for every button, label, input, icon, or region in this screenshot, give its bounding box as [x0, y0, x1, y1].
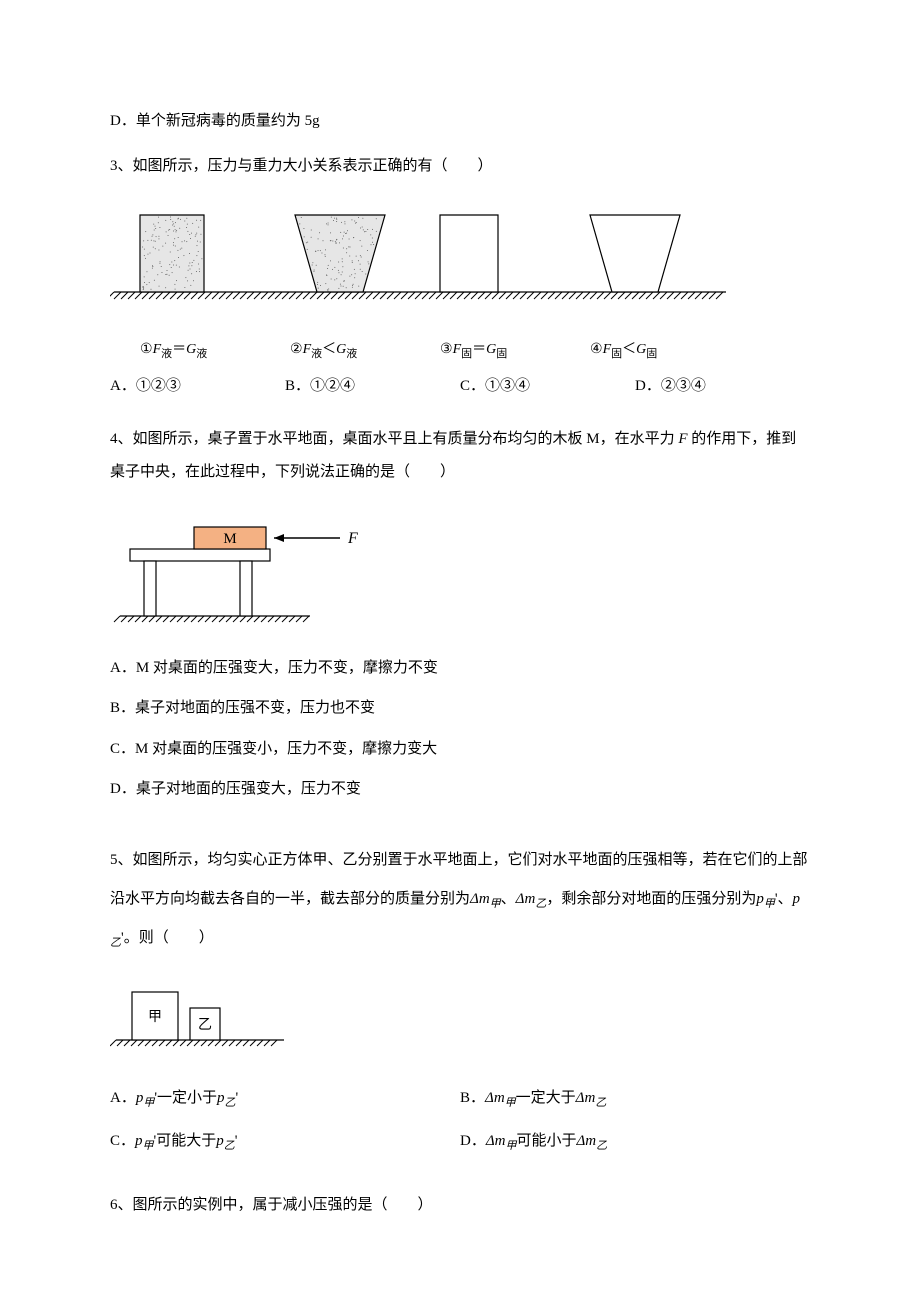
q5-b-mid: 一定大于	[516, 1090, 576, 1106]
q5-b-m2sub: 乙	[595, 1097, 606, 1109]
svg-text:乙: 乙	[198, 1017, 212, 1033]
q3-opt-b-text: B．①②④	[285, 378, 355, 394]
q5-b-m2: Δm乙	[576, 1090, 607, 1106]
q4-opt-b-text: B．桌子对地面的压强不变，压力也不变	[110, 700, 375, 716]
q3-opt-d[interactable]: D．②③④	[635, 375, 810, 398]
q4-opt-b[interactable]: B．桌子对地面的压强不变，压力也不变	[110, 697, 810, 720]
q4-stem-text: 4、如图所示，桌子置于水平地面，桌面水平且上有质量分布均匀的木板 M，在水平力 …	[110, 431, 796, 480]
q3-svg	[110, 197, 730, 327]
q5-b-m1: Δm甲	[485, 1090, 516, 1106]
q5-a-post: '	[236, 1090, 239, 1106]
q5-p-jia-sub: 甲	[764, 898, 775, 910]
q5-p-jia-sym: p	[756, 891, 764, 907]
q3-figure	[110, 197, 810, 335]
q5-d-m2sub: 乙	[596, 1140, 607, 1152]
q3-options: A．①②③ B．①②④ C．①③④ D．②③④	[110, 375, 810, 398]
q5-c-p1s: p	[135, 1133, 143, 1149]
q5-dm-yi: Δm乙	[516, 891, 547, 907]
q5-mid1: 、	[501, 891, 516, 907]
q3-label-3: ③F固＝G固	[440, 339, 507, 362]
q5-a-mid: '一定小于	[154, 1090, 217, 1106]
q5-d-m1: Δm甲	[486, 1133, 517, 1149]
q3-opt-c[interactable]: C．①③④	[460, 375, 635, 398]
q5-p-yi-sym: p	[793, 891, 801, 907]
q5-a-p2sub: 乙	[225, 1097, 236, 1109]
q5-stem: 5、如图所示，均匀实心正方体甲、乙分别置于水平地面上，它们对水平地面的压强相等，…	[110, 841, 810, 958]
q5-d-pre: D．	[460, 1133, 486, 1149]
q3-label-4: ④F固＜G固	[590, 339, 657, 362]
q5-c-p1sub: 甲	[143, 1140, 154, 1152]
q5-b-m1sub: 甲	[505, 1097, 516, 1109]
q3-label-2: ②F液＜G液	[290, 339, 357, 362]
q3-opt-a[interactable]: A．①②③	[110, 375, 285, 398]
q4-opt-a[interactable]: A．M 对桌面的压强变大，压力不变，摩擦力不变	[110, 657, 810, 680]
q6-stem: 6、图所示的实例中，属于减小压强的是（ ）	[110, 1194, 810, 1217]
q5-a-pre: A．	[110, 1090, 136, 1106]
q5-dm-yi-sub: 乙	[535, 898, 546, 910]
q5-p-jia: p甲	[756, 891, 775, 907]
q4-stem: 4、如图所示，桌子置于水平地面，桌面水平且上有质量分布均匀的木板 M，在水平力 …	[110, 423, 810, 489]
q3-stem: 3、如图所示，压力与重力大小关系表示正确的有（ ）	[110, 155, 810, 178]
q5-options: A．p甲'一定小于p乙' B．Δm甲一定大于Δm乙 C．p甲'可能大于p乙' D…	[110, 1087, 810, 1172]
q6-stem-text: 6、图所示的实例中，属于减小压强的是（ ）	[110, 1197, 433, 1213]
q5-d-mid: 可能小于	[516, 1133, 576, 1149]
q5-opt-d[interactable]: D．Δm甲可能小于Δm乙	[460, 1130, 810, 1155]
q5-figure: 甲乙	[110, 978, 810, 1066]
q5-c-p2sub: 乙	[224, 1140, 235, 1152]
q5-d-m1sub: 甲	[505, 1140, 516, 1152]
q4-opt-c-text: C．M 对桌面的压强变小，压力不变，摩擦力变大	[110, 741, 437, 757]
q5-dm-jia-sub: 甲	[490, 898, 501, 910]
q5-d-m1s: Δm	[486, 1133, 506, 1149]
q5-opt-a[interactable]: A．p甲'一定小于p乙'	[110, 1087, 460, 1112]
q3-opt-c-text: C．①③④	[460, 378, 530, 394]
q5-p-yi-sub: 乙	[110, 937, 121, 949]
q4-opt-d-text: D．桌子对地面的压强变大，压力不变	[110, 781, 361, 797]
q5-c-p1: p甲	[135, 1133, 154, 1149]
q5-c-p2s: p	[216, 1133, 224, 1149]
q5-c-post: '	[235, 1133, 238, 1149]
q5-c-pre: C．	[110, 1133, 135, 1149]
q5-end: 。则（ ）	[124, 930, 214, 946]
q5-mid2: ，剩余部分对地面的压强分别为	[546, 891, 756, 907]
q3-opt-a-text: A．①②③	[110, 378, 181, 394]
q3-opt-d-text: D．②③④	[635, 378, 706, 394]
q2-option-d: D．单个新冠病毒的质量约为 5g	[110, 110, 810, 133]
q5-b-m2s: Δm	[576, 1090, 596, 1106]
q5-a-p2s: p	[217, 1090, 225, 1106]
q5-opt-c[interactable]: C．p甲'可能大于p乙'	[110, 1130, 460, 1155]
q5-d-m2s: Δm	[577, 1133, 597, 1149]
q4-opt-a-text: A．M 对桌面的压强变大，压力不变，摩擦力不变	[110, 660, 438, 676]
q4-svg: MF	[110, 509, 370, 629]
q5-b-pre: B．	[460, 1090, 485, 1106]
q5-c-mid: '可能大于	[154, 1133, 217, 1149]
q5-a-p1: p甲	[136, 1090, 155, 1106]
q2-optD-text: D．单个新冠病毒的质量约为 5g	[110, 113, 320, 129]
q5-c-p2: p乙	[216, 1133, 235, 1149]
q5-dm-jia-sym: Δm	[470, 891, 490, 907]
q5-b-m1s: Δm	[485, 1090, 505, 1106]
q5-a-p2: p乙	[217, 1090, 236, 1106]
q5-opt-b[interactable]: B．Δm甲一定大于Δm乙	[460, 1087, 810, 1112]
q5-dm-jia: Δm甲	[470, 891, 501, 907]
svg-text:F: F	[347, 530, 358, 547]
q5-a-p1sub: 甲	[143, 1097, 154, 1109]
q5-d-m2: Δm乙	[577, 1133, 608, 1149]
q3-stem-text: 3、如图所示，压力与重力大小关系表示正确的有（ ）	[110, 158, 493, 174]
q3-labels-row: ①F液＝G液 ②F液＜G液 ③F固＝G固 ④F固＜G固	[110, 339, 730, 361]
svg-text:M: M	[223, 531, 236, 547]
svg-text:甲: 甲	[148, 1010, 162, 1025]
q4-options: A．M 对桌面的压强变大，压力不变，摩擦力不变 B．桌子对地面的压强不变，压力也…	[110, 657, 810, 819]
q5-svg: 甲乙	[110, 978, 290, 1058]
q3-label-1: ①F液＝G液	[140, 339, 207, 362]
q3-opt-b[interactable]: B．①②④	[285, 375, 460, 398]
q4-figure: MF	[110, 509, 810, 637]
q5-dm-yi-sym: Δm	[516, 891, 536, 907]
q4-opt-d[interactable]: D．桌子对地面的压强变大，压力不变	[110, 778, 810, 801]
q4-opt-c[interactable]: C．M 对桌面的压强变小，压力不变，摩擦力变大	[110, 738, 810, 761]
